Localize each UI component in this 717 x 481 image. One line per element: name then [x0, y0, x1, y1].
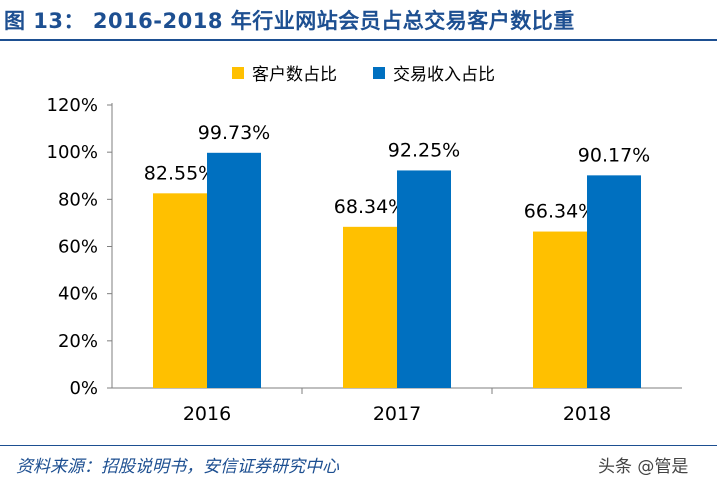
bar-customers-2018	[533, 231, 587, 388]
watermark: 头条 @管是	[598, 457, 689, 477]
legend-swatch-customers	[232, 66, 244, 79]
source-note: 资料来源：招股说明书，安信证券研究中心	[16, 457, 339, 477]
data-label-revenue-2017: 92.25%	[388, 139, 460, 161]
bar-revenue-2018	[587, 175, 641, 388]
title-bar: 图 13： 2016-2018 年行业网站会员占总交易客户数比重	[0, 0, 717, 42]
bar-revenue-2016	[207, 152, 261, 388]
y-tick-label: 120%	[47, 95, 98, 116]
title-divider	[0, 39, 717, 41]
data-label-customers-2018: 66.34%	[524, 201, 596, 223]
y-tick-label: 60%	[58, 237, 98, 258]
y-tick-label: 0%	[69, 378, 98, 399]
bar-revenue-2017	[397, 170, 451, 388]
x-tick-label-2017: 2017	[373, 403, 421, 425]
data-label-customers-2017: 68.34%	[334, 196, 406, 218]
legend-item-revenue: 交易收入占比	[373, 60, 495, 85]
legend-label-revenue: 交易收入占比	[393, 65, 495, 85]
legend-swatch-revenue	[373, 66, 385, 79]
y-tick-label: 40%	[58, 284, 98, 305]
chart-legend: 客户数占比 交易收入占比	[232, 60, 531, 85]
source-divider	[0, 445, 717, 446]
y-tick-label: 80%	[58, 189, 98, 210]
chart-title: 图 13： 2016-2018 年行业网站会员占总交易客户数比重	[4, 9, 575, 33]
legend-item-customers: 客户数占比	[232, 60, 337, 85]
y-tick-label: 100%	[47, 142, 98, 163]
data-label-revenue-2018: 90.17%	[578, 144, 650, 166]
legend-label-customers: 客户数占比	[252, 65, 337, 85]
x-tick-label-2016: 2016	[183, 403, 231, 425]
data-label-customers-2016: 82.55%	[144, 162, 216, 184]
bar-customers-2016	[153, 193, 207, 388]
y-tick-label: 20%	[58, 331, 98, 352]
bar-customers-2017	[343, 226, 397, 388]
data-label-revenue-2016: 99.73%	[198, 122, 270, 144]
x-tick-label-2018: 2018	[563, 403, 611, 425]
